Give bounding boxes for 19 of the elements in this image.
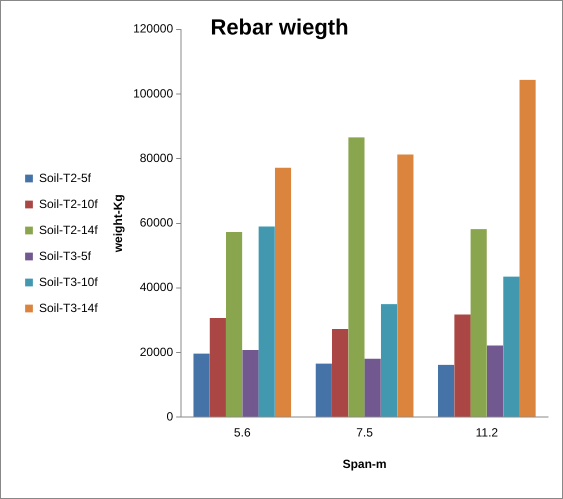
x-tick-label: 11.2 — [476, 426, 498, 440]
y-tick-label: 40000 — [140, 280, 174, 294]
y-tick-label: 120000 — [133, 22, 174, 36]
legend-label: Soil-T2-10f — [39, 196, 98, 211]
y-tick-label: 60000 — [140, 216, 174, 230]
x-tick-label: 5.6 — [234, 426, 251, 440]
x-tick-label: 7.5 — [356, 426, 374, 440]
x-axis-title: Span-m — [342, 457, 387, 472]
legend-label: Soil-T3-5f — [39, 248, 92, 263]
y-tick-label: 20000 — [140, 344, 174, 359]
y-axis-title: weight-Kg — [111, 194, 126, 254]
legend-label: Soil-T3-10f — [39, 274, 98, 289]
legend-label: Soil-T2-14f — [39, 222, 98, 237]
legend-label: Soil-T2-5f — [39, 170, 92, 185]
chart-title: Rebar wiegth — [210, 14, 349, 40]
legend-label: Soil-T3-14f — [39, 300, 98, 315]
y-tick-label: 80000 — [140, 150, 174, 165]
y-tick-label: 100000 — [133, 86, 174, 100]
y-tick-label: 0 — [166, 410, 174, 424]
